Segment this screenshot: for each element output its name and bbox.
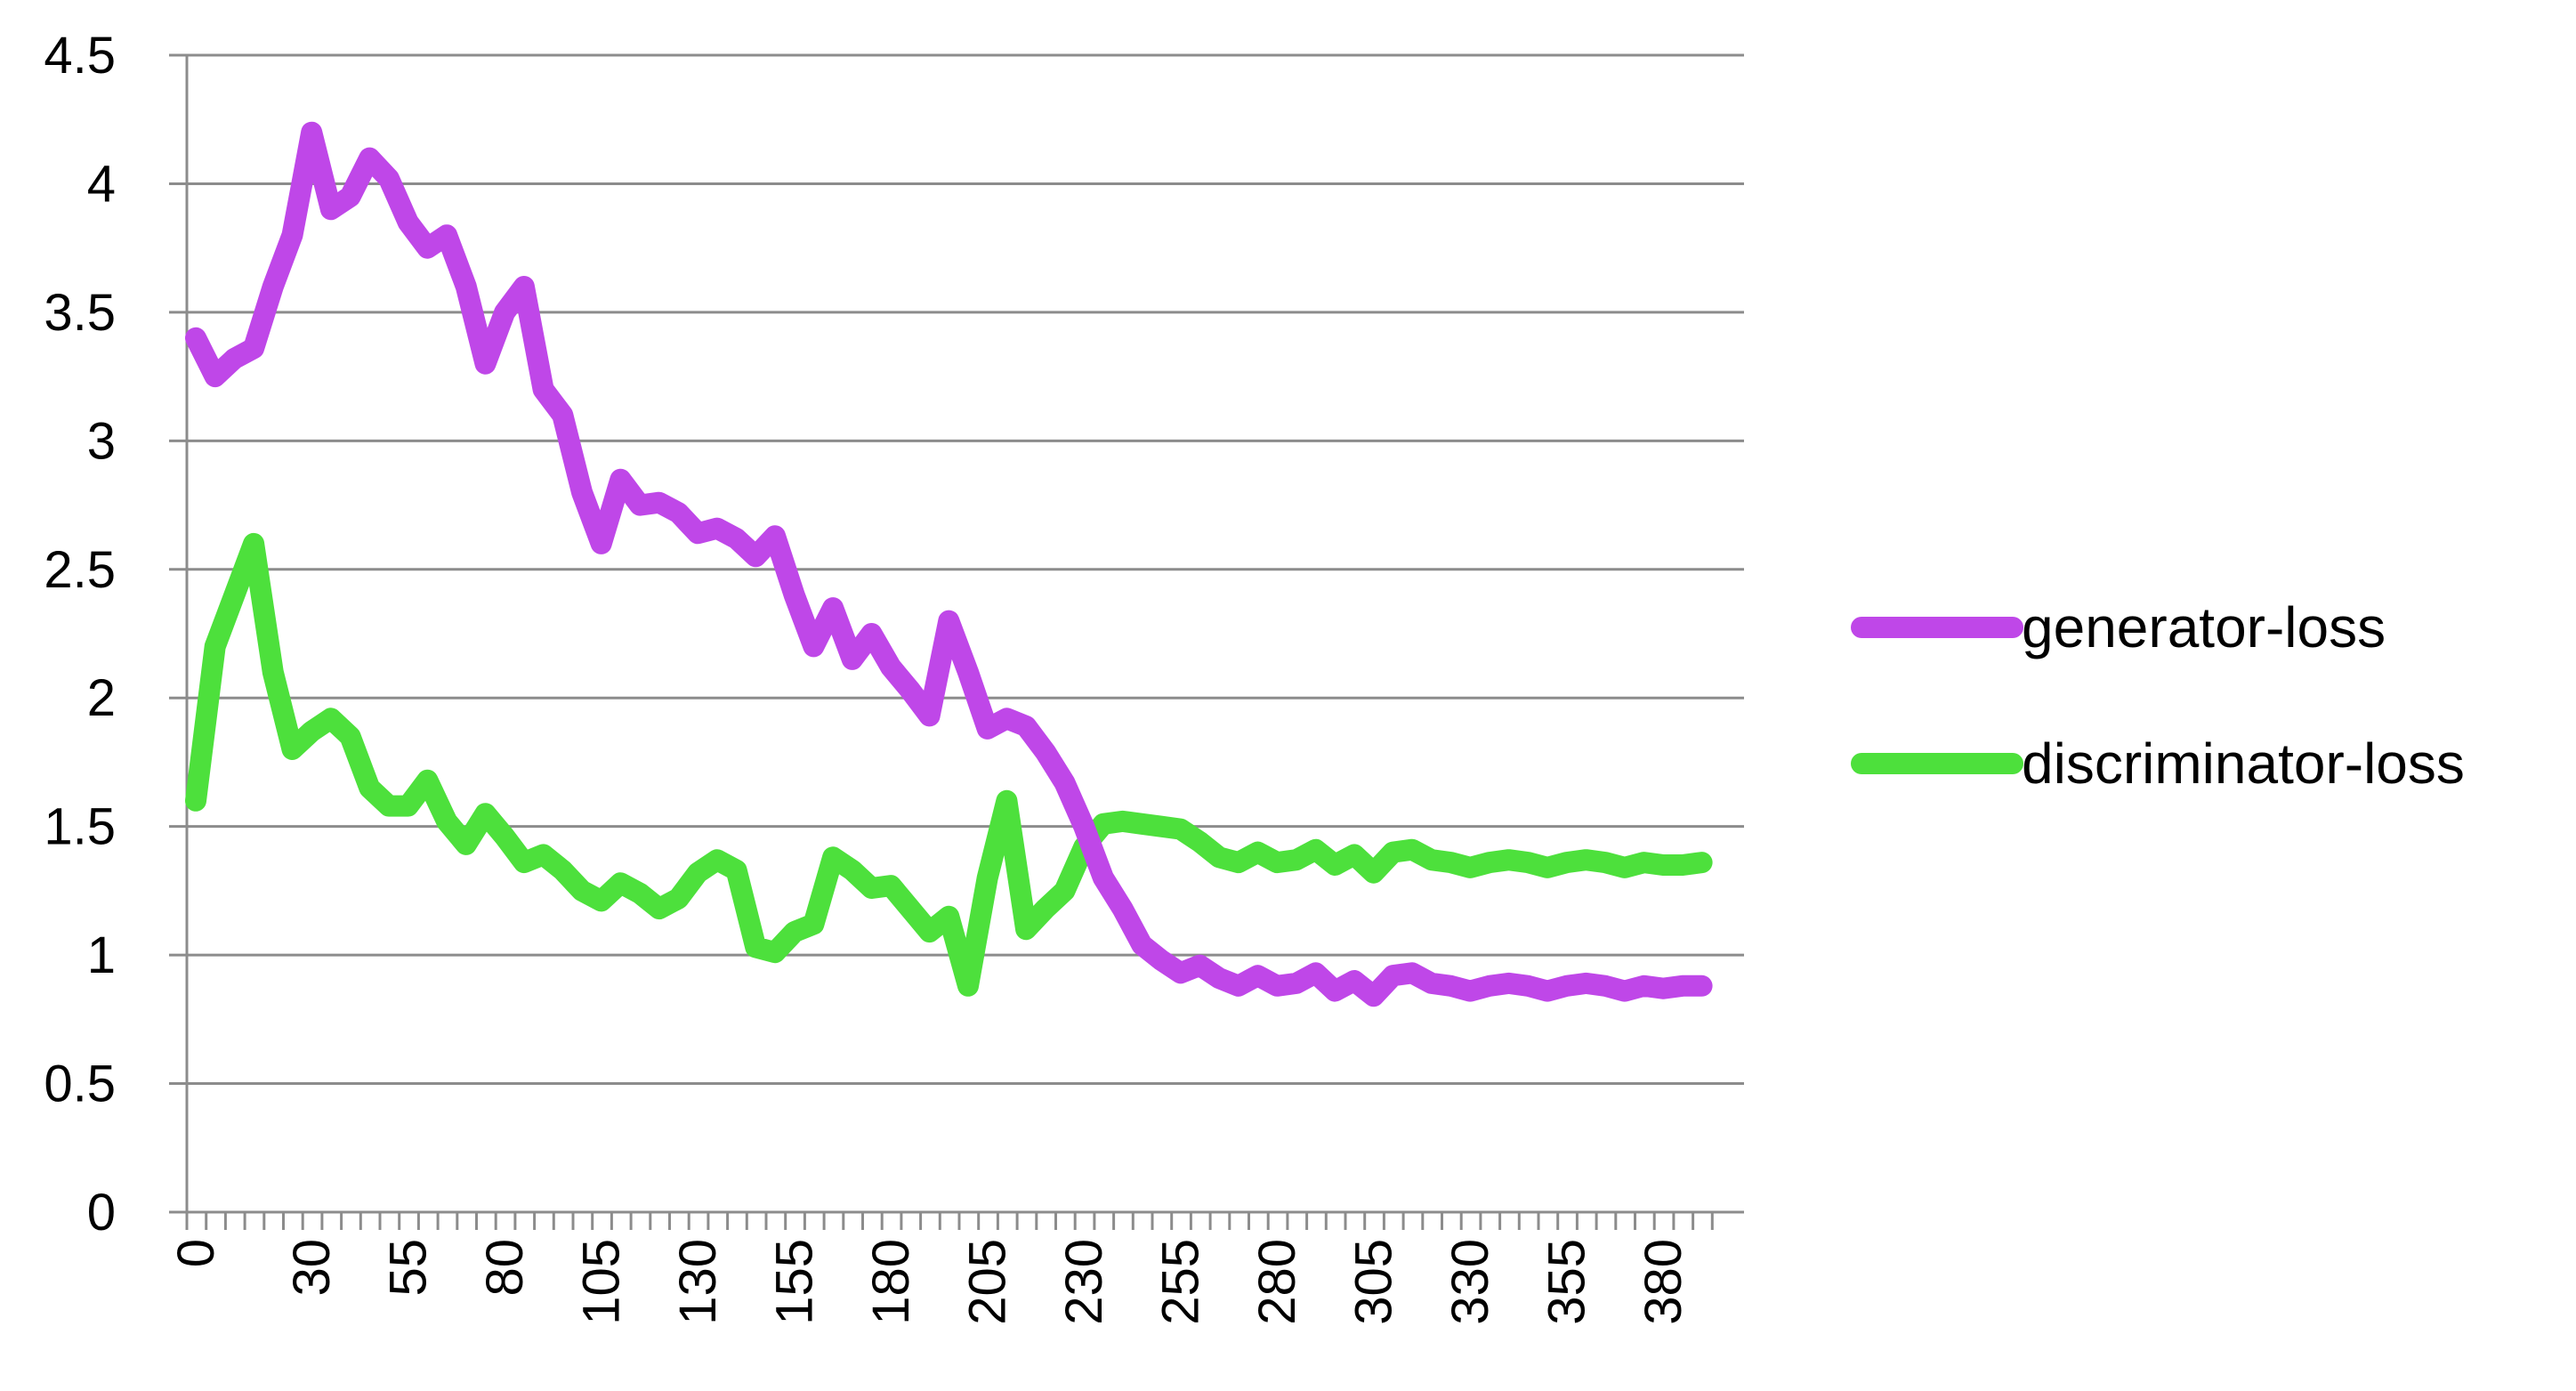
y-tick-label: 1 [87, 926, 116, 984]
y-tick-label: 2.5 [44, 541, 116, 599]
legend: generator-loss discriminator-loss [1851, 595, 2465, 796]
series-line-generator-loss [185, 121, 1713, 1007]
y-axis-tick-labels: 0 0.5 1 1.5 2 2.5 3 3.5 4 4.5 [44, 27, 116, 1241]
x-tick-label: 80 [476, 1239, 534, 1297]
gridlines [187, 53, 1744, 1086]
y-tick-label: 1.5 [44, 798, 116, 856]
x-tick-label: 330 [1441, 1239, 1499, 1325]
x-tick-label: 380 [1635, 1239, 1692, 1325]
x-tick-label: 255 [1152, 1239, 1210, 1325]
y-tick-label: 4.5 [44, 27, 116, 85]
legend-label-generator-loss: generator-loss [2022, 595, 2386, 659]
x-tick-label: 280 [1248, 1239, 1306, 1325]
x-tick-label: 230 [1055, 1239, 1113, 1325]
legend-item-generator-loss: generator-loss [1851, 595, 2386, 659]
y-tick-label: 0.5 [44, 1055, 116, 1113]
x-tick-label: 30 [283, 1239, 341, 1297]
y-tick-label: 2 [87, 669, 116, 727]
axes [169, 53, 1744, 1230]
y-tick-label: 4 [87, 155, 116, 213]
series-lines [185, 121, 1713, 1007]
series-line-discriminator-loss [185, 532, 1713, 997]
x-tick-label: 55 [380, 1239, 438, 1297]
x-tick-label: 0 [167, 1239, 225, 1267]
y-tick-label: 0 [87, 1184, 116, 1241]
x-tick-label: 355 [1538, 1239, 1596, 1325]
legend-label-discriminator-loss: discriminator-loss [2022, 732, 2465, 796]
x-tick-label: 180 [862, 1239, 920, 1325]
x-tick-label: 130 [669, 1239, 727, 1325]
x-tick-label: 305 [1345, 1239, 1403, 1325]
x-tick-label: 155 [766, 1239, 824, 1325]
x-tick-label: 205 [959, 1239, 1017, 1325]
y-tick-label: 3 [87, 412, 116, 470]
x-axis-tick-labels: 0 30 55 80 105 130 155 180 205 230 255 280 305 330 355… [167, 1239, 1692, 1325]
legend-item-discriminator-loss: discriminator-loss [1851, 732, 2465, 796]
x-tick-label: 105 [573, 1239, 631, 1325]
y-tick-label: 3.5 [44, 284, 116, 342]
